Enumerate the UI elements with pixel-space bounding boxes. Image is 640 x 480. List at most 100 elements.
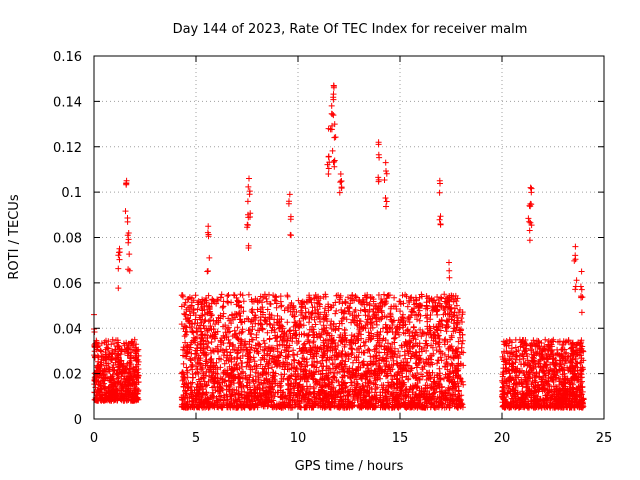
data-point <box>115 343 122 350</box>
data-point <box>111 397 118 403</box>
data-point <box>396 331 402 338</box>
data-point <box>116 345 123 352</box>
data-point <box>125 382 132 389</box>
data-point <box>111 340 118 347</box>
data-point <box>267 301 274 308</box>
grid-lines <box>94 56 604 419</box>
data-point <box>391 345 398 352</box>
data-point <box>296 318 303 324</box>
data-point <box>132 368 139 375</box>
data-point <box>348 345 355 352</box>
x-axis-label: GPS time / hours <box>295 459 404 474</box>
data-point <box>334 369 341 376</box>
data-point <box>133 346 140 353</box>
data-point <box>380 382 387 389</box>
data-point <box>93 392 100 398</box>
data-point <box>130 364 137 371</box>
data-point <box>135 396 142 403</box>
data-point <box>459 337 466 344</box>
data-point <box>342 358 349 365</box>
data-point <box>373 343 380 350</box>
data-point <box>436 365 443 372</box>
data-point <box>391 294 398 301</box>
data-point <box>127 385 134 392</box>
data-point <box>123 395 130 402</box>
data-point <box>127 361 134 367</box>
data-point <box>103 362 109 369</box>
data-point <box>439 350 446 357</box>
data-point <box>194 306 201 313</box>
data-point <box>269 364 275 371</box>
data-points <box>91 82 587 411</box>
data-point <box>191 356 198 362</box>
data-point <box>106 350 113 357</box>
data-point <box>107 383 114 390</box>
data-point <box>225 292 232 298</box>
data-point <box>181 333 188 340</box>
data-point <box>98 340 105 347</box>
data-point <box>125 350 132 357</box>
data-point <box>103 375 110 381</box>
data-point <box>202 317 209 324</box>
data-point <box>229 311 235 318</box>
data-point <box>115 361 121 368</box>
data-point <box>101 392 108 399</box>
data-point <box>345 294 351 301</box>
data-point <box>94 371 101 378</box>
data-point <box>254 327 261 334</box>
data-point <box>112 390 119 397</box>
data-point <box>125 369 132 376</box>
data-point <box>95 354 102 361</box>
data-point <box>135 372 141 379</box>
y-axis-label: ROTI / TECUs <box>7 194 22 279</box>
data-point <box>98 361 105 368</box>
data-point <box>245 291 252 298</box>
data-point <box>103 368 109 375</box>
data-point <box>109 387 116 394</box>
data-point <box>121 367 128 374</box>
data-point <box>91 378 98 384</box>
data-point <box>103 337 109 344</box>
data-point <box>106 394 113 401</box>
data-point <box>297 360 304 367</box>
data-point <box>115 354 122 361</box>
chart-title: Day 144 of 2023, Rate Of TEC Index for r… <box>173 22 528 37</box>
data-point <box>95 397 102 404</box>
data-point <box>106 366 113 373</box>
data-point <box>271 393 278 400</box>
data-point <box>114 370 121 377</box>
data-point <box>118 397 125 404</box>
data-point <box>251 358 258 365</box>
data-point <box>113 337 119 344</box>
data-point <box>263 295 270 302</box>
data-point <box>98 348 105 355</box>
data-point <box>131 397 138 404</box>
data-point <box>220 298 227 305</box>
data-point <box>388 325 394 332</box>
data-point <box>123 376 130 383</box>
data-point <box>110 371 116 378</box>
data-point <box>110 376 117 383</box>
data-point <box>237 291 244 298</box>
data-point <box>416 317 423 324</box>
data-point <box>95 379 101 386</box>
data-point <box>118 373 125 380</box>
data-point <box>128 396 135 403</box>
data-point <box>132 350 139 357</box>
data-point <box>135 379 142 386</box>
data-point <box>284 293 291 300</box>
data-point <box>290 356 297 363</box>
data-point <box>99 367 106 374</box>
data-point <box>125 340 132 347</box>
data-point <box>108 388 114 395</box>
data-point <box>183 364 190 371</box>
data-point <box>333 307 340 314</box>
data-point <box>97 347 104 354</box>
data-point <box>208 312 215 318</box>
data-point <box>261 291 268 298</box>
data-point <box>180 360 187 367</box>
data-point <box>212 321 219 328</box>
data-point <box>373 321 380 328</box>
data-point <box>436 336 443 342</box>
data-point <box>230 291 237 298</box>
